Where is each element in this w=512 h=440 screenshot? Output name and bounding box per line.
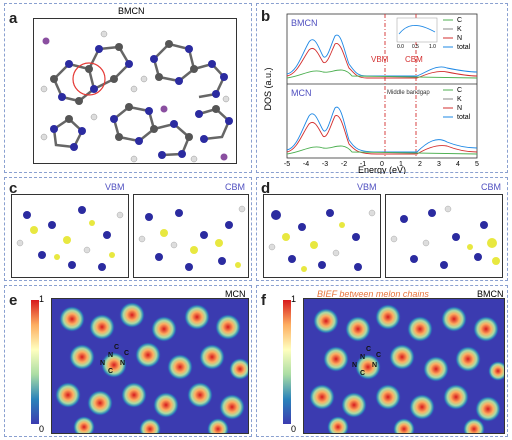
panel-c-vbm: VBM [105,182,125,192]
inset-tick-1: 0.5 [412,44,419,50]
panel-e-colorbar [31,300,39,424]
panel-f-annotation: BIEF between melon chains [317,289,429,299]
dos-plot-frame [286,13,478,159]
panel-b: b DOS (a.u.) BMCN MCN VBM CBM Middle ban… [256,3,508,174]
panel-e-label: e [9,292,18,309]
panel-f-colorbar [283,300,291,424]
inset-curve [398,25,436,35]
panel-c-cbm: CBM [225,182,245,192]
panel-e-scale-max: 1 [39,294,45,304]
legend-bottom-n: N [457,105,462,112]
xtick-8: 3 [437,161,441,168]
dos-ylabel: DOS (a.u.) [263,67,273,110]
legend-top-k: K [457,26,462,33]
panel-d: d VBM CBM [256,177,508,281]
inset-tick-2: 1.0 [429,44,436,50]
panel-f-scale-max: 1 [291,294,297,304]
panel-a: a BMCN [4,3,252,173]
panel-f-atom-1: C [366,346,371,353]
panel-f: f BMCN BIEF between melon chains 1 0 N C… [256,285,508,437]
panel-e-atom-4: N [120,360,125,367]
xtick-7: 2 [418,161,422,168]
cbm-label: CBM [405,55,423,64]
dos-chart: DOS (a.u.) BMCN MCN VBM CBM Middle bandg… [263,13,479,174]
xtick-4: -1 [360,161,366,168]
panel-f-atom-4: N [372,362,377,369]
x-tick-labels: -5 -4 -3 -2 -1 0 1 2 3 4 5 [284,161,479,168]
panel-f-elf-map: N C N C N C [303,298,505,434]
panel-d-cbm-image [385,194,503,278]
panel-a-label: a [9,10,18,27]
panel-f-atom-3: C [360,370,365,377]
panel-e-atom-2: N [100,360,105,367]
panel-f-atom-0: N [360,354,365,361]
panel-f-atom-5: C [376,352,381,359]
panel-e-atom-1: C [114,344,119,351]
middle-bandgap-label: Middle bandgap [387,90,430,96]
xtick-6: 1 [399,161,403,168]
panel-e-atom-0: N [108,352,113,359]
top-c-curve [286,69,478,79]
panel-e-scale-min: 0 [39,424,45,434]
top-total-curve [286,34,478,77]
legend-top-total: total [457,44,471,51]
xtick-0: -5 [284,161,290,168]
panel-d-vbm: VBM [357,182,377,192]
panel-c-vbm-image [11,194,129,278]
vbm-label: VBM [371,55,389,64]
legend-bottom-total: total [457,114,471,121]
panel-f-label: f [261,292,266,309]
panel-e-elf-map: N C N C N C [51,298,249,434]
panel-c-label: c [9,180,18,197]
panel-f-title: BMCN [477,289,504,299]
panel-c: c VBM CBM [4,177,252,281]
xtick-5: 0 [380,161,384,168]
bmcn-structure-image [33,18,237,164]
panel-a-title: BMCN [118,6,145,16]
legend-bottom-k: K [457,96,462,103]
xtick-10: 5 [475,161,479,168]
xtick-9: 4 [456,161,460,168]
xtick-3: -2 [341,161,347,168]
panel-e-atom-3: C [108,368,113,375]
panel-d-cbm: CBM [481,182,501,192]
xtick-2: -3 [322,161,328,168]
bottom-c-curve [286,145,478,155]
panel-c-cbm-image [133,194,249,278]
panel-e: e MCN 1 0 N C N C N C [4,285,252,437]
inset-tick-0: 0.0 [397,44,404,50]
panel-d-vbm-image [263,194,381,278]
panel-f-atom-2: N [352,362,357,369]
panel-b-label: b [261,8,271,25]
legend-top-n: N [457,35,462,42]
xtick-1: -4 [303,161,309,168]
panel-f-scale-min: 0 [291,424,297,434]
dos-xlabel: Energy (eV) [358,165,406,174]
dos-top-title: BMCN [291,18,318,28]
bottom-total-curve [286,106,478,153]
panel-d-label: d [261,180,271,197]
legend-bottom: C K N total [443,87,471,121]
legend-bottom-c: C [457,87,462,94]
panel-e-atom-5: C [124,350,129,357]
panel-e-title: MCN [225,289,246,299]
legend-top-c: C [457,17,462,24]
bottom-n-curve [286,115,478,155]
top-n-curve [286,43,478,79]
legend-top: C K N total [443,17,471,51]
dos-bottom-title: MCN [291,88,312,98]
